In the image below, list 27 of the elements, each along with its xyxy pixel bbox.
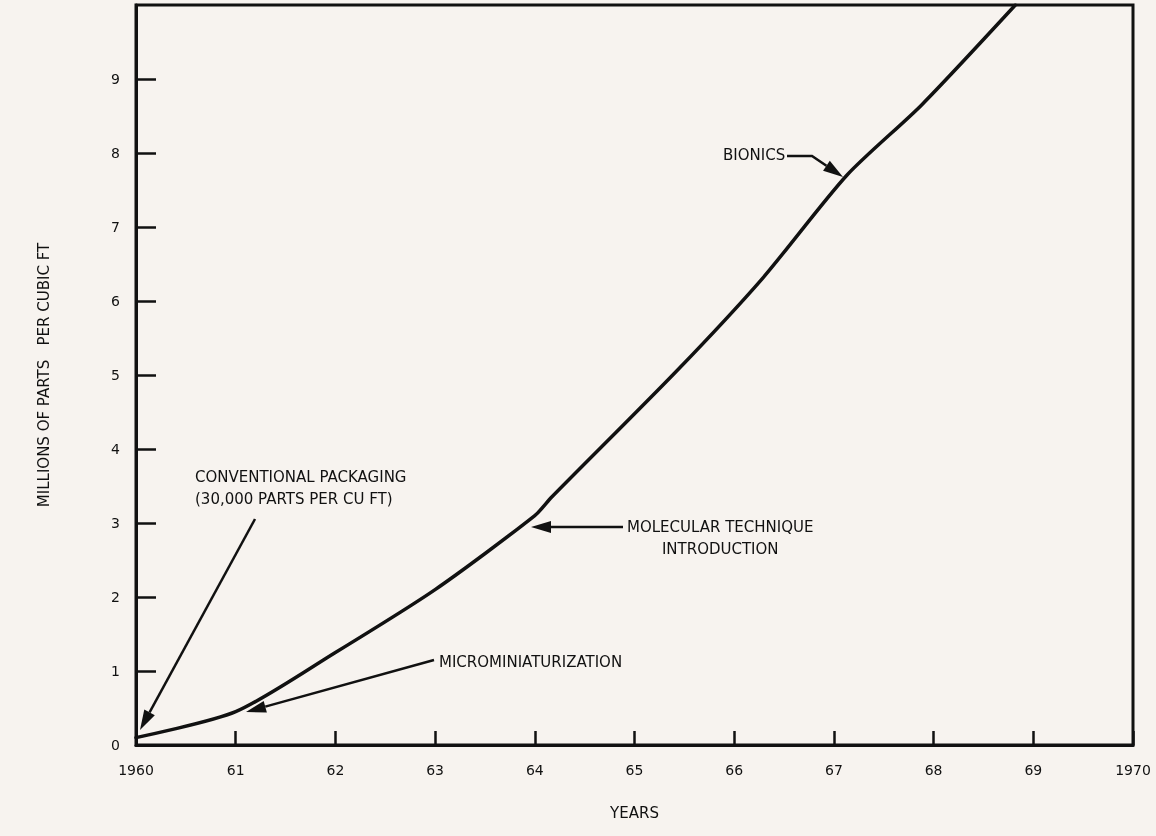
y-tick-label: 6 (111, 293, 121, 309)
y-tick-label: 9 (111, 71, 120, 87)
annotation: MICROMINIATURIZATION (439, 652, 623, 673)
y-tick-label: 8 (111, 145, 120, 161)
y-tick-label: 2 (111, 589, 120, 605)
x-tick-label: 69 (1024, 762, 1043, 778)
y-tick-label: 1 (111, 663, 120, 679)
annotation: MOLECULAR TECHNIQUE INTRODUCTION (627, 517, 814, 560)
x-tick-label: 1960 (118, 762, 154, 778)
y-tick-label: 4 (111, 441, 121, 457)
x-tick-label: 1970 (1115, 762, 1151, 778)
y-tick-label: 3 (111, 515, 120, 531)
x-tick-label: 66 (725, 762, 744, 778)
y-tick-label: 5 (111, 367, 120, 383)
y-tick-label: 0 (111, 737, 120, 753)
y-axis-title: MILLIONS OF PARTS PER CUBIC FT (34, 242, 53, 508)
annotation: CONVENTIONAL PACKAGING (30,000 PARTS PER CU FT) (195, 467, 407, 510)
x-tick-label: 67 (824, 762, 843, 778)
x-tick-label: 65 (625, 762, 644, 778)
x-axis-title: YEARS (609, 803, 659, 822)
y-tick-label: 7 (111, 219, 120, 235)
annotation: BIONICS (723, 145, 786, 166)
x-tick-label: 64 (525, 762, 544, 778)
x-tick-label: 62 (326, 762, 345, 778)
x-tick-label: 68 (924, 762, 943, 778)
x-tick-label: 61 (226, 762, 245, 778)
x-tick-label: 63 (426, 762, 445, 778)
